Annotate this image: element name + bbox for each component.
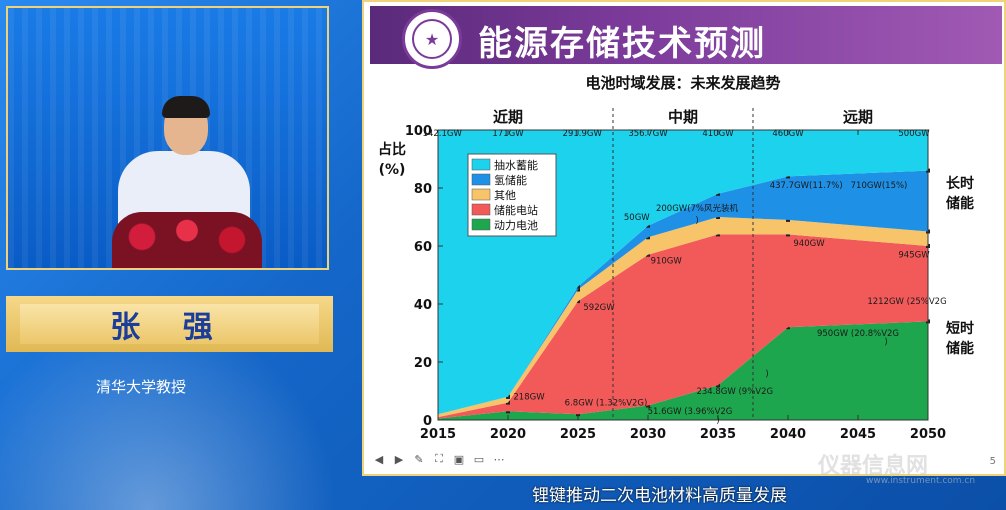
data-annotation: 910GW <box>651 256 683 266</box>
speaker-name-plate: 张 强 <box>6 296 333 352</box>
data-annotation: 6.8GW (1.32%V2G) <box>565 399 648 409</box>
y-tick-label: 80 <box>414 182 432 197</box>
data-annotation: 410GW <box>702 129 734 139</box>
speaker-name: 张 强 <box>110 310 229 345</box>
x-tick-label: 2030 <box>630 427 666 442</box>
subtitle-caption: 锂键推动二次电池材料高质量发展 <box>532 486 787 506</box>
crop-icon[interactable]: ⛶ <box>435 452 443 465</box>
data-annotation: 171GW <box>492 129 524 139</box>
series-area-0 <box>438 321 928 420</box>
pen-icon[interactable]: ✎ <box>414 452 424 466</box>
data-annotation: 356.7GW <box>628 129 668 139</box>
watermark-url: www.instrument.com.cn <box>866 476 976 486</box>
legend-label: 其他 <box>494 189 516 202</box>
data-annotation: 1212GW (25%V2G <box>867 297 946 307</box>
captions-icon[interactable]: ▭ <box>473 452 485 466</box>
legend-swatch <box>471 188 491 201</box>
y-tick-label: 100 <box>405 124 432 139</box>
period-label-0: 近期 <box>493 108 523 126</box>
side-label: 储能 <box>945 195 974 212</box>
x-tick-label: 2050 <box>910 427 946 442</box>
y-axis-label: 占比 <box>378 141 406 158</box>
next-slide-icon[interactable]: ▶ <box>394 452 404 466</box>
data-annotation: 218GW <box>513 393 545 403</box>
speaker-hair <box>162 96 210 118</box>
plot-frame <box>437 129 929 421</box>
period-label-1: 中期 <box>668 108 698 126</box>
data-point <box>646 252 650 257</box>
data-annotation: 142.1GW <box>423 129 463 139</box>
previous-slide-icon[interactable]: ◀ <box>374 452 384 466</box>
y-axis-label: (%) <box>379 162 406 178</box>
x-tick-label: 2035 <box>700 427 736 442</box>
watermark-logo: 仪器信息网 <box>818 454 929 479</box>
slide-toolbar: ◀ ▶ ✎ ⛶ ▣ ▭ ⋯ <box>372 449 506 469</box>
speaker-title: 清华大学教授 <box>96 378 187 396</box>
data-annotation: 51.6GW (3.96%V2G <box>648 407 733 417</box>
legend-swatch <box>471 218 491 231</box>
legend-label: 储能电站 <box>494 203 538 217</box>
page-number: 5 <box>989 456 996 467</box>
legend-swatch <box>471 203 491 216</box>
data-annotation: 950GW (20.8%V2G <box>817 329 899 339</box>
data-annotation: ) <box>884 338 887 348</box>
slide-title: 能源存储技术预测 <box>478 24 766 64</box>
data-annotation: 592GW <box>583 303 615 313</box>
data-annotation: ) <box>765 370 768 380</box>
speaker-video <box>6 6 329 270</box>
legend-label: 抽水蓄能 <box>494 158 538 172</box>
data-annotation: 291.9GW <box>563 129 603 139</box>
x-tick-label: 2040 <box>770 427 806 442</box>
presentation-slide: 能源存储技术预测 ★ 电池时域发展：未来发展趋势 近期 中期 远期 0 20 40 60 80 1… <box>362 0 1006 476</box>
legend-label: 动力电池 <box>494 219 538 232</box>
data-annotation: 200GW(7%风光装机 <box>656 203 739 214</box>
name-plate-inner: 张 强 <box>20 304 319 345</box>
y-tick-label: 60 <box>414 240 432 255</box>
legend-label: 氢储能 <box>494 173 527 187</box>
side-label: 长时 <box>946 175 974 192</box>
series-area-2 <box>438 217 928 418</box>
data-annotation: ) <box>695 216 698 226</box>
period-label-2: 远期 <box>843 108 873 126</box>
x-tick-label: 2025 <box>560 427 596 442</box>
series-area-4 <box>438 130 928 415</box>
data-annotation: ) <box>716 416 719 426</box>
university-logo: ★ <box>402 9 462 69</box>
side-label: 短时 <box>946 320 974 337</box>
data-annotation: 945GW <box>898 251 930 261</box>
x-tick-label: 2020 <box>490 427 526 442</box>
y-tick-label: 0 <box>423 414 432 429</box>
chart-title: 电池时域发展：未来发展趋势 <box>585 74 780 92</box>
series-area-3 <box>438 170 928 415</box>
data-annotation: 50GW <box>624 213 650 223</box>
slide-header: 能源存储技术预测 <box>370 6 1002 64</box>
data-annotation: 437.7GW(11.7%) <box>770 181 843 191</box>
logo-emblem-icon: ★ <box>412 19 452 59</box>
side-label: 储能 <box>945 340 974 357</box>
x-tick-label: 2015 <box>420 427 456 442</box>
data-annotation: 234.8GW (9%V2G <box>696 387 773 397</box>
y-tick-label: 20 <box>414 356 432 371</box>
y-tick-label: 40 <box>414 298 432 313</box>
legend-swatch <box>471 173 491 186</box>
podium-flowers <box>112 212 262 268</box>
series-area-1 <box>438 234 928 419</box>
camera-icon[interactable]: ▣ <box>453 452 465 466</box>
x-tick-label: 2045 <box>840 427 876 442</box>
more-icon[interactable]: ⋯ <box>493 452 505 466</box>
data-annotation: 710GW(15%) <box>851 181 908 191</box>
data-annotation: 940GW <box>793 239 825 249</box>
data-annotation: 460GW <box>772 129 804 139</box>
legend-swatch <box>471 158 491 171</box>
data-annotation: 500GW <box>898 129 930 139</box>
